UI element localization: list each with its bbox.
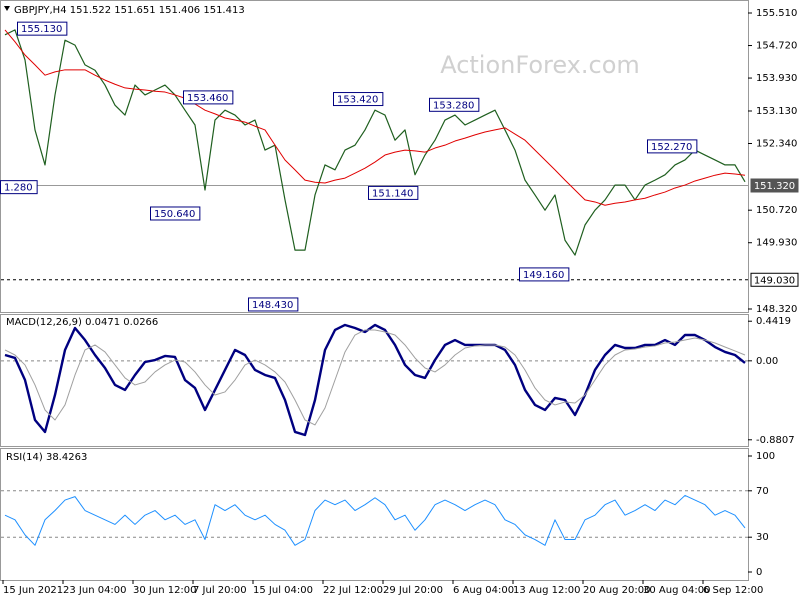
x-tick-label: 30 Aug 04:00 [643, 585, 710, 596]
x-tick-label: 6 Aug 04:00 [453, 585, 514, 596]
y-tick-label: 100 [756, 451, 775, 462]
annotation-box [17, 21, 68, 36]
price-box [750, 178, 799, 193]
x-tick-label: 20 Aug 20:00 [583, 585, 650, 596]
x-tick-label: 13 Aug 12:00 [513, 585, 580, 596]
annotation-label: 153.280 [433, 100, 474, 111]
annotation-label: 148.430 [252, 300, 293, 311]
series-line [4, 323, 746, 437]
x-tick-label: 22 Jul 12:00 [323, 585, 383, 596]
series-line [4, 29, 746, 256]
series-line [4, 329, 746, 426]
annotation-box [248, 297, 299, 312]
price-box-label: 151.320 [754, 181, 795, 192]
annotation-box [150, 206, 201, 221]
annotation-box [368, 185, 419, 200]
annotation-box [519, 267, 570, 282]
panel-title: RSI(14) 38.4263 [6, 452, 87, 463]
annotation-label: 150.640 [154, 209, 195, 220]
annotation-label: 149.160 [523, 270, 564, 281]
annotation-label: 152.270 [651, 142, 692, 153]
panel-title: GBPJPY,H4 151.522 151.651 151.406 151.41… [14, 5, 245, 16]
price-box-label: 149.030 [754, 275, 795, 286]
y-tick-label: 0 [756, 567, 762, 578]
annotation-label: 151.140 [372, 188, 413, 199]
x-tick-label: 7 Jul 20:00 [193, 585, 247, 596]
y-tick-label: 150.720 [756, 205, 797, 216]
y-tick-label: 30 [756, 532, 769, 543]
x-tick-label: 6 Sep 12:00 [703, 585, 763, 596]
annotation-box [429, 97, 480, 112]
annotation-label: 155.130 [21, 24, 62, 35]
annotation-box [647, 139, 698, 154]
y-tick-label: 149.930 [756, 238, 797, 249]
y-tick-label: 153.930 [756, 73, 797, 84]
y-tick-label: 70 [756, 486, 769, 497]
annotation-box [333, 92, 384, 107]
series-line [4, 494, 746, 546]
annotation-label: 153.460 [187, 93, 228, 104]
y-tick-label: -0.8807 [756, 435, 795, 446]
y-tick-label: 148.320 [756, 304, 797, 315]
y-tick-label: 152.340 [756, 139, 797, 150]
y-tick-label: 0.00 [756, 356, 778, 367]
x-tick-label: 15 Jun 2021 [3, 585, 63, 596]
y-tick-label: 154.720 [756, 41, 797, 52]
x-tick-label: 29 Jul 20:00 [383, 585, 443, 596]
y-tick-label: 155.510 [756, 8, 797, 19]
x-tick-label: 30 Jun 12:00 [133, 585, 197, 596]
annotation-label: 153.420 [337, 95, 378, 106]
price-box [750, 272, 799, 287]
watermark: ActionForex.com [440, 51, 640, 79]
annotation-box [0, 180, 38, 195]
rsi-panel [0, 448, 749, 581]
y-tick-label: 0.4419 [756, 316, 791, 327]
y-tick-label: 153.130 [756, 106, 797, 117]
x-tick-label: 15 Jul 04:00 [253, 585, 313, 596]
series-line [4, 29, 746, 206]
symbol-triangle [4, 6, 10, 11]
annotation-box [183, 90, 234, 105]
x-tick-label: 23 Jun 04:00 [63, 585, 127, 596]
panel-title: MACD(12,26,9) 0.0471 0.0266 [6, 317, 158, 328]
macd-panel [0, 314, 749, 447]
annotation-label: 1.280 [4, 183, 33, 194]
price-panel [0, 0, 749, 313]
